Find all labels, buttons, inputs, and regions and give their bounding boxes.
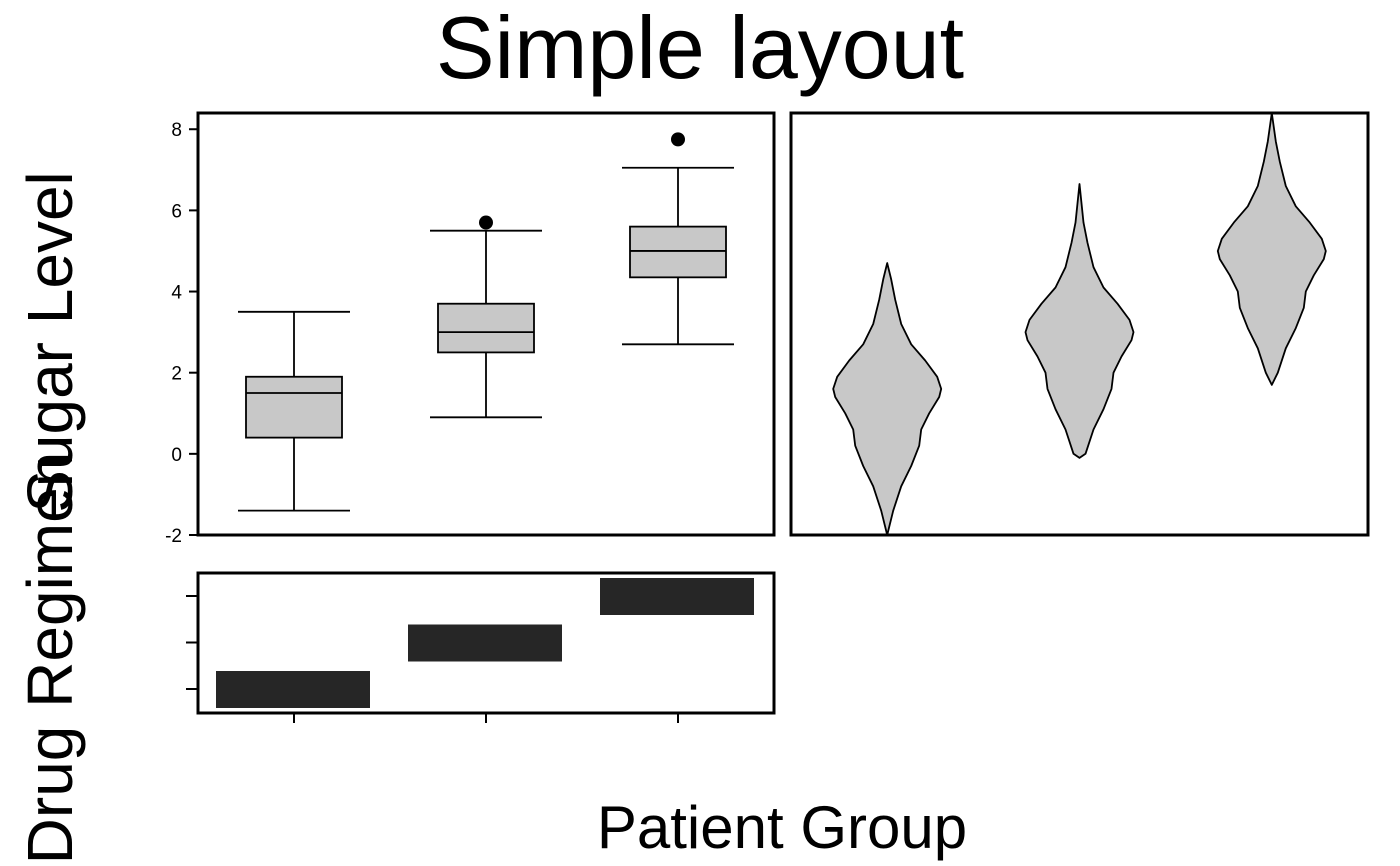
chart-title: Simple layout: [436, 0, 964, 97]
box-group-2: [430, 215, 542, 419]
box-group-1: [238, 310, 350, 512]
regimen-segment-3: [600, 578, 754, 615]
y-tick-label: -2: [165, 526, 182, 547]
violin-panel: [789, 111, 1370, 537]
regimen-panel: [186, 571, 776, 723]
outlier-point: [671, 132, 685, 147]
y-tick-label: 4: [171, 283, 182, 304]
violin-2: [1024, 183, 1135, 459]
y-tick-label: 2: [171, 364, 182, 385]
y-tick-label: 0: [171, 445, 182, 466]
y-axis-label-drug: Drug Regimen: [14, 452, 86, 865]
regimen-segment-2: [408, 624, 562, 662]
iqr-box: [437, 302, 535, 354]
boxplot-panel: -2 0 2 4 6 8: [165, 111, 776, 547]
y-tick-label: 8: [171, 120, 182, 141]
iqr-box: [629, 225, 727, 279]
regimen-segment-1: [216, 671, 370, 708]
iqr-box: [245, 375, 343, 439]
outlier-point: [479, 215, 493, 230]
box-group-3: [622, 132, 734, 346]
violin-3: [1216, 112, 1327, 386]
x-axis-label: Patient Group: [597, 794, 967, 861]
y-axis-label-sugar: Sugar Level: [14, 171, 86, 513]
boxplot-frame: [196, 111, 776, 537]
violin-1: [832, 262, 943, 536]
y-tick-label: 6: [171, 201, 182, 222]
violin-frame: [789, 111, 1370, 537]
